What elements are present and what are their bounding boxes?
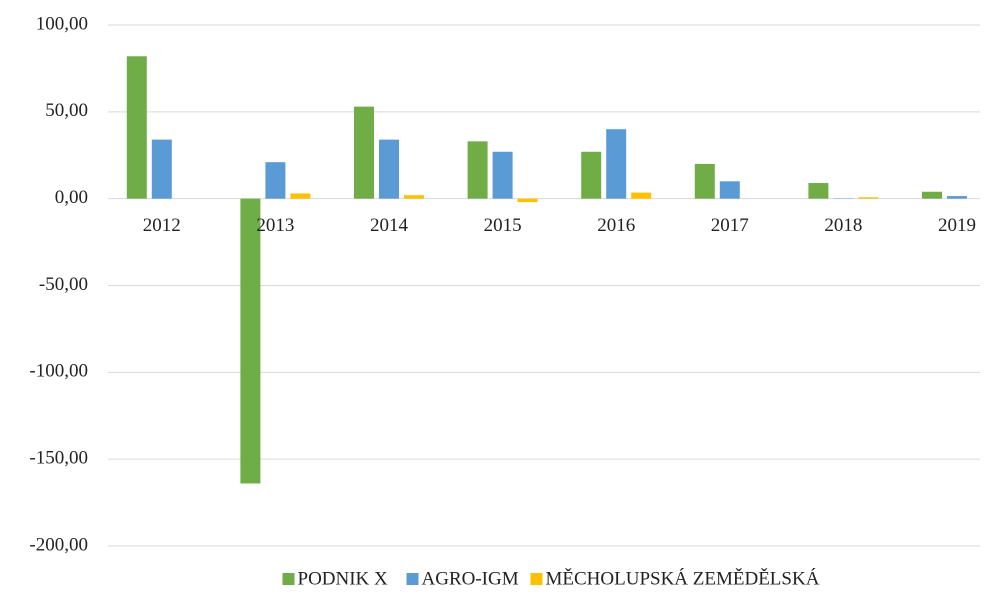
bar <box>606 129 626 198</box>
x-tick-label: 2013 <box>256 215 294 236</box>
y-tick-label: -200,00 <box>29 534 88 555</box>
bar <box>922 192 942 199</box>
bar <box>354 107 374 199</box>
y-tick-label: 0,00 <box>55 187 88 208</box>
x-tick-label: 2019 <box>938 215 976 236</box>
bar <box>265 162 285 198</box>
bar <box>240 199 260 484</box>
bar <box>631 193 651 199</box>
bar <box>947 196 967 199</box>
bar <box>404 195 424 198</box>
y-tick-label: 50,00 <box>45 100 88 121</box>
bar <box>581 152 601 199</box>
legend-swatch <box>531 573 543 585</box>
x-tick-label: 2017 <box>711 215 749 236</box>
bar <box>493 152 513 199</box>
bar <box>379 140 399 199</box>
bar <box>127 56 147 198</box>
legend-swatch <box>283 573 295 585</box>
legend-swatch <box>407 573 419 585</box>
bar <box>468 141 488 198</box>
legend-label: PODNIK X <box>298 568 389 589</box>
x-tick-label: 2016 <box>597 215 635 236</box>
y-tick-label: -50,00 <box>39 274 88 295</box>
bar <box>720 181 740 198</box>
y-tick-label: 100,00 <box>36 13 88 34</box>
x-tick-label: 2014 <box>370 215 409 236</box>
y-tick-label: -150,00 <box>29 448 88 469</box>
bar <box>152 140 172 199</box>
legend-label: MĚCHOLUPSKÁ ZEMĚDĚLSKÁ <box>546 567 820 589</box>
bar <box>695 164 715 199</box>
x-tick-label: 2018 <box>824 215 862 236</box>
bar <box>518 199 538 202</box>
x-tick-label: 2012 <box>143 215 181 236</box>
bar <box>290 193 310 198</box>
bar <box>808 183 828 199</box>
bar <box>858 197 878 198</box>
legend-label: AGRO-IGM <box>422 568 519 589</box>
y-tick-label: -100,00 <box>29 361 88 382</box>
x-tick-label: 2015 <box>484 215 522 236</box>
